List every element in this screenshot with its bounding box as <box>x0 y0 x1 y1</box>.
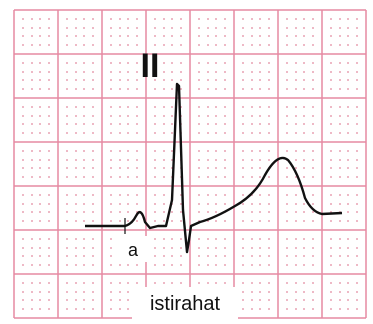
marker-label: a <box>128 240 139 260</box>
ecg-trace <box>85 82 343 254</box>
lead-label: II <box>141 47 160 85</box>
caption: istirahat <box>150 293 220 315</box>
caption-box <box>132 287 238 321</box>
marker-box <box>118 236 150 262</box>
